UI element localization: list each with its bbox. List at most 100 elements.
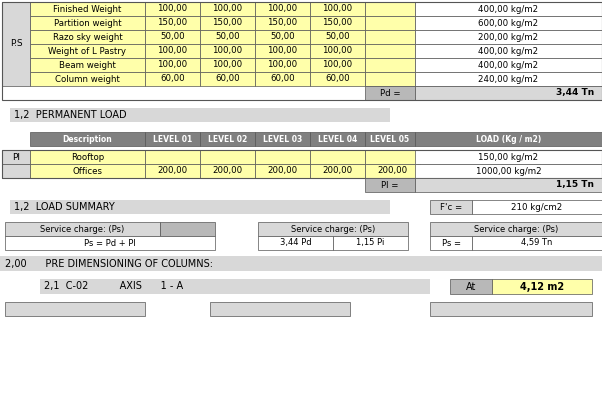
Text: Rooftop: Rooftop — [71, 153, 104, 162]
Text: Finished Weight: Finished Weight — [54, 4, 122, 13]
Bar — [145, 150, 200, 164]
Bar — [415, 132, 602, 146]
Bar — [415, 178, 602, 192]
Bar — [200, 150, 255, 164]
Text: 60,00: 60,00 — [160, 75, 185, 83]
Text: 400,00 kg/m2: 400,00 kg/m2 — [479, 4, 539, 13]
Text: 200,00 kg/m2: 200,00 kg/m2 — [479, 32, 539, 41]
Bar — [310, 72, 365, 86]
Bar — [310, 16, 365, 30]
Text: 1,15 Tn: 1,15 Tn — [556, 181, 594, 190]
Bar — [365, 30, 415, 44]
Bar — [0, 256, 602, 271]
Text: 2,1  C-02          AXIS      1 - A: 2,1 C-02 AXIS 1 - A — [44, 281, 183, 292]
Text: Pl: Pl — [12, 153, 20, 162]
Text: 100,00: 100,00 — [323, 47, 353, 55]
Text: Service charge: (Ps): Service charge: (Ps) — [474, 224, 558, 234]
Text: 150,00: 150,00 — [323, 19, 353, 28]
Text: 100,00: 100,00 — [267, 4, 297, 13]
Text: Weight of L Pastry: Weight of L Pastry — [49, 47, 126, 55]
Text: Ps =: Ps = — [441, 239, 461, 247]
Text: Beam weight: Beam weight — [59, 60, 116, 70]
Text: 3,44 Tn: 3,44 Tn — [556, 89, 594, 98]
Bar — [472, 200, 602, 214]
Text: 60,00: 60,00 — [325, 75, 350, 83]
Bar — [415, 72, 602, 86]
Bar — [258, 236, 333, 250]
Bar — [310, 2, 365, 16]
Bar — [5, 236, 215, 250]
Text: Pl =: Pl = — [381, 181, 399, 190]
Bar — [200, 16, 255, 30]
Text: 100,00: 100,00 — [213, 4, 243, 13]
Text: LEVEL 03: LEVEL 03 — [263, 134, 302, 143]
Bar — [492, 279, 592, 294]
Bar — [5, 222, 160, 236]
Text: 4,59 Tn: 4,59 Tn — [521, 239, 553, 247]
Bar — [200, 132, 255, 146]
Bar — [30, 2, 145, 16]
Bar — [30, 164, 145, 178]
Text: 100,00: 100,00 — [323, 60, 353, 70]
Bar — [415, 164, 602, 178]
Text: Service charge: (Ps): Service charge: (Ps) — [291, 224, 375, 234]
Text: 50,00: 50,00 — [215, 32, 240, 41]
Bar — [255, 16, 310, 30]
Bar — [40, 279, 430, 294]
Bar — [2, 150, 602, 178]
Text: Ps = Pd + Pl: Ps = Pd + Pl — [84, 239, 136, 247]
Bar — [2, 150, 30, 164]
Bar — [255, 30, 310, 44]
Text: 100,00: 100,00 — [158, 60, 188, 70]
Bar — [365, 86, 415, 100]
Bar — [30, 16, 145, 30]
Bar — [365, 44, 415, 58]
Bar — [30, 30, 145, 44]
Bar — [258, 222, 408, 236]
Bar — [310, 44, 365, 58]
Bar — [145, 58, 200, 72]
Bar — [255, 2, 310, 16]
Bar — [430, 200, 472, 214]
Text: 400,00 kg/m2: 400,00 kg/m2 — [479, 60, 539, 70]
Text: 1,15 Pi: 1,15 Pi — [356, 239, 385, 247]
Text: LEVEL 05: LEVEL 05 — [370, 134, 409, 143]
Bar — [10, 200, 390, 214]
Text: 4,12 m2: 4,12 m2 — [520, 281, 564, 292]
Bar — [310, 150, 365, 164]
Text: 150,00: 150,00 — [158, 19, 188, 28]
Bar — [450, 279, 492, 294]
Text: Partition weight: Partition weight — [54, 19, 122, 28]
Text: 100,00: 100,00 — [323, 4, 353, 13]
Bar — [415, 86, 602, 100]
Bar — [255, 132, 310, 146]
Bar — [365, 58, 415, 72]
Bar — [255, 164, 310, 178]
Text: 240,00 kg/m2: 240,00 kg/m2 — [479, 75, 539, 83]
Text: Pd =: Pd = — [380, 89, 400, 98]
Text: 100,00: 100,00 — [267, 47, 297, 55]
Bar — [145, 72, 200, 86]
Text: Service charge: (Ps): Service charge: (Ps) — [40, 224, 125, 234]
Bar — [365, 16, 415, 30]
Bar — [145, 164, 200, 178]
Bar — [333, 236, 408, 250]
Bar — [30, 58, 145, 72]
Bar — [430, 302, 592, 316]
Text: 100,00: 100,00 — [267, 60, 297, 70]
Bar — [365, 2, 415, 16]
Bar — [415, 44, 602, 58]
Text: LEVEL 02: LEVEL 02 — [208, 134, 247, 143]
Bar — [10, 108, 390, 122]
Text: 2,00      PRE DIMENSIONING OF COLUMNS:: 2,00 PRE DIMENSIONING OF COLUMNS: — [5, 258, 213, 269]
Text: Column weight: Column weight — [55, 75, 120, 83]
Bar — [145, 132, 200, 146]
Bar — [310, 58, 365, 72]
Bar — [255, 44, 310, 58]
Text: 50,00: 50,00 — [325, 32, 350, 41]
Bar — [365, 164, 420, 178]
Bar — [365, 72, 415, 86]
Bar — [310, 30, 365, 44]
Text: 1,2  PERMANENT LOAD: 1,2 PERMANENT LOAD — [14, 110, 126, 120]
Bar — [310, 132, 365, 146]
